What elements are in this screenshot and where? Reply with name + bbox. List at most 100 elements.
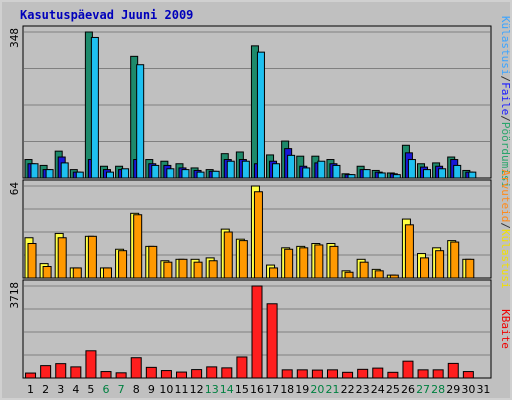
x-tick-label: 30 bbox=[461, 383, 475, 396]
bar-top-k-lastusi-day-7 bbox=[121, 168, 130, 179]
bar-middle-arvuteid-day-30 bbox=[465, 258, 475, 279]
chart-title: Kasutuspäevad Juuni 2009 bbox=[20, 8, 194, 22]
bar-bottom-kbaite-day-5 bbox=[85, 350, 97, 379]
x-tick-label: 12 bbox=[190, 383, 204, 396]
bar-bottom-kbaite-day-3 bbox=[55, 363, 67, 379]
bar-top-k-lastusi-day-10 bbox=[166, 168, 175, 179]
bar-bottom-kbaite-day-19 bbox=[296, 369, 308, 379]
x-tick-label: 10 bbox=[159, 383, 173, 396]
bar-middle-arvuteid-day-29 bbox=[450, 241, 460, 279]
x-tick-label: 6 bbox=[103, 383, 110, 396]
bar-bottom-kbaite-day-16 bbox=[251, 285, 263, 379]
legend-part: Külastusi bbox=[499, 229, 512, 289]
legend-part: Külastusi bbox=[499, 16, 512, 76]
bar-top-k-lastusi-day-19 bbox=[302, 167, 311, 179]
bar-middle-arvuteid-day-24 bbox=[374, 270, 384, 279]
x-tick-label: 9 bbox=[148, 383, 155, 396]
legend-part: / bbox=[499, 76, 512, 83]
x-tick-label: 15 bbox=[235, 383, 249, 396]
bar-top-k-lastusi-day-13 bbox=[211, 170, 220, 179]
bar-middle-arvuteid-day-17 bbox=[269, 267, 279, 279]
bar-middle-arvuteid-day-6 bbox=[102, 267, 112, 279]
bar-middle-arvuteid-day-11 bbox=[178, 258, 188, 279]
bar-bottom-kbaite-day-10 bbox=[160, 370, 172, 379]
bar-top-k-lastusi-day-14 bbox=[226, 160, 235, 179]
bar-bottom-kbaite-day-30 bbox=[462, 371, 474, 379]
bar-bottom-kbaite-day-24 bbox=[372, 367, 384, 379]
bar-top-k-lastusi-day-11 bbox=[181, 169, 190, 179]
bar-top-k-lastusi-day-3 bbox=[60, 162, 69, 179]
bar-bottom-kbaite-day-7 bbox=[115, 372, 127, 379]
y-max-label: 64 bbox=[8, 182, 21, 196]
x-tick-label: 22 bbox=[341, 383, 355, 396]
x-tick-label: 14 bbox=[220, 383, 234, 396]
x-tick-label: 7 bbox=[118, 383, 125, 396]
bar-bottom-kbaite-day-14 bbox=[221, 367, 233, 379]
bar-top-k-lastusi-day-16 bbox=[256, 51, 265, 179]
bar-top-k-lastusi-day-23 bbox=[362, 169, 371, 179]
x-tick-label: 19 bbox=[295, 383, 309, 396]
bar-bottom-kbaite-day-27 bbox=[417, 369, 429, 379]
bar-top-k-lastusi-day-26 bbox=[407, 159, 416, 179]
bar-middle-arvuteid-day-23 bbox=[359, 261, 369, 279]
bar-bottom-kbaite-day-22 bbox=[342, 371, 354, 379]
bar-middle-arvuteid-day-12 bbox=[193, 261, 203, 279]
series-legend-middle: Arvuteid/Külastusi bbox=[499, 169, 512, 288]
x-tick-label: 11 bbox=[175, 383, 189, 396]
x-tick-label: 24 bbox=[371, 383, 385, 396]
legend-part: Faile bbox=[499, 82, 512, 115]
x-tick-label: 3 bbox=[57, 383, 64, 396]
bar-middle-arvuteid-day-3 bbox=[57, 237, 67, 279]
y-max-label: 3718 bbox=[8, 282, 21, 309]
x-tick-label: 4 bbox=[72, 383, 79, 396]
x-tick-label: 26 bbox=[401, 383, 415, 396]
bar-middle-arvuteid-day-19 bbox=[299, 247, 309, 279]
x-tick-label: 21 bbox=[325, 383, 339, 396]
bar-middle-arvuteid-day-18 bbox=[284, 248, 294, 279]
bar-middle-arvuteid-day-14 bbox=[223, 231, 233, 279]
legend-part: Pöördumisi bbox=[499, 122, 512, 188]
bar-bottom-kbaite-day-9 bbox=[145, 366, 157, 379]
bar-middle-arvuteid-day-2 bbox=[42, 266, 52, 279]
bar-bottom-kbaite-day-21 bbox=[326, 369, 338, 379]
x-tick-label: 20 bbox=[310, 383, 324, 396]
legend-part: / bbox=[499, 222, 512, 229]
bar-top-k-lastusi-day-25 bbox=[392, 174, 401, 179]
bar-middle-arvuteid-day-21 bbox=[329, 245, 339, 279]
x-tick-label: 29 bbox=[446, 383, 460, 396]
series-legend-top: Külastusi/Faile/Pöördumisi bbox=[499, 16, 512, 188]
bar-top-k-lastusi-day-27 bbox=[423, 169, 432, 179]
bar-middle-arvuteid-day-10 bbox=[163, 261, 173, 279]
bar-top-k-lastusi-day-8 bbox=[136, 64, 145, 179]
bar-bottom-kbaite-day-26 bbox=[402, 360, 414, 379]
bar-middle-arvuteid-day-22 bbox=[344, 271, 354, 279]
bar-top-k-lastusi-day-2 bbox=[45, 169, 54, 179]
x-tick-label: 28 bbox=[431, 383, 445, 396]
bar-bottom-kbaite-day-6 bbox=[100, 371, 112, 379]
bar-middle-arvuteid-day-1 bbox=[27, 243, 37, 279]
bar-bottom-kbaite-day-11 bbox=[176, 371, 188, 379]
bar-middle-arvuteid-day-28 bbox=[435, 250, 445, 279]
bar-top-k-lastusi-day-20 bbox=[317, 160, 326, 179]
bar-bottom-kbaite-day-28 bbox=[432, 369, 444, 379]
bar-top-k-lastusi-day-4 bbox=[75, 171, 84, 179]
bar-middle-arvuteid-day-26 bbox=[404, 224, 414, 279]
bar-bottom-kbaite-day-20 bbox=[311, 369, 323, 379]
bar-bottom-kbaite-day-2 bbox=[40, 365, 52, 379]
bar-top-k-lastusi-day-30 bbox=[468, 171, 477, 179]
x-tick-label: 8 bbox=[133, 383, 140, 396]
bar-bottom-kbaite-day-12 bbox=[191, 369, 203, 379]
bar-top-k-lastusi-day-18 bbox=[287, 154, 296, 179]
bar-top-k-lastusi-day-29 bbox=[453, 164, 462, 179]
bar-middle-arvuteid-day-9 bbox=[148, 245, 158, 279]
bar-top-k-lastusi-day-6 bbox=[105, 171, 114, 179]
x-tick-label: 5 bbox=[87, 383, 94, 396]
bar-bottom-kbaite-day-13 bbox=[206, 366, 218, 379]
y-max-label: 348 bbox=[8, 28, 21, 48]
bar-middle-arvuteid-day-5 bbox=[87, 235, 97, 279]
legend-part: KBaite bbox=[499, 309, 512, 349]
x-tick-label: 31 bbox=[476, 383, 490, 396]
bar-bottom-kbaite-day-18 bbox=[281, 369, 293, 379]
bar-middle-arvuteid-day-16 bbox=[253, 191, 263, 279]
